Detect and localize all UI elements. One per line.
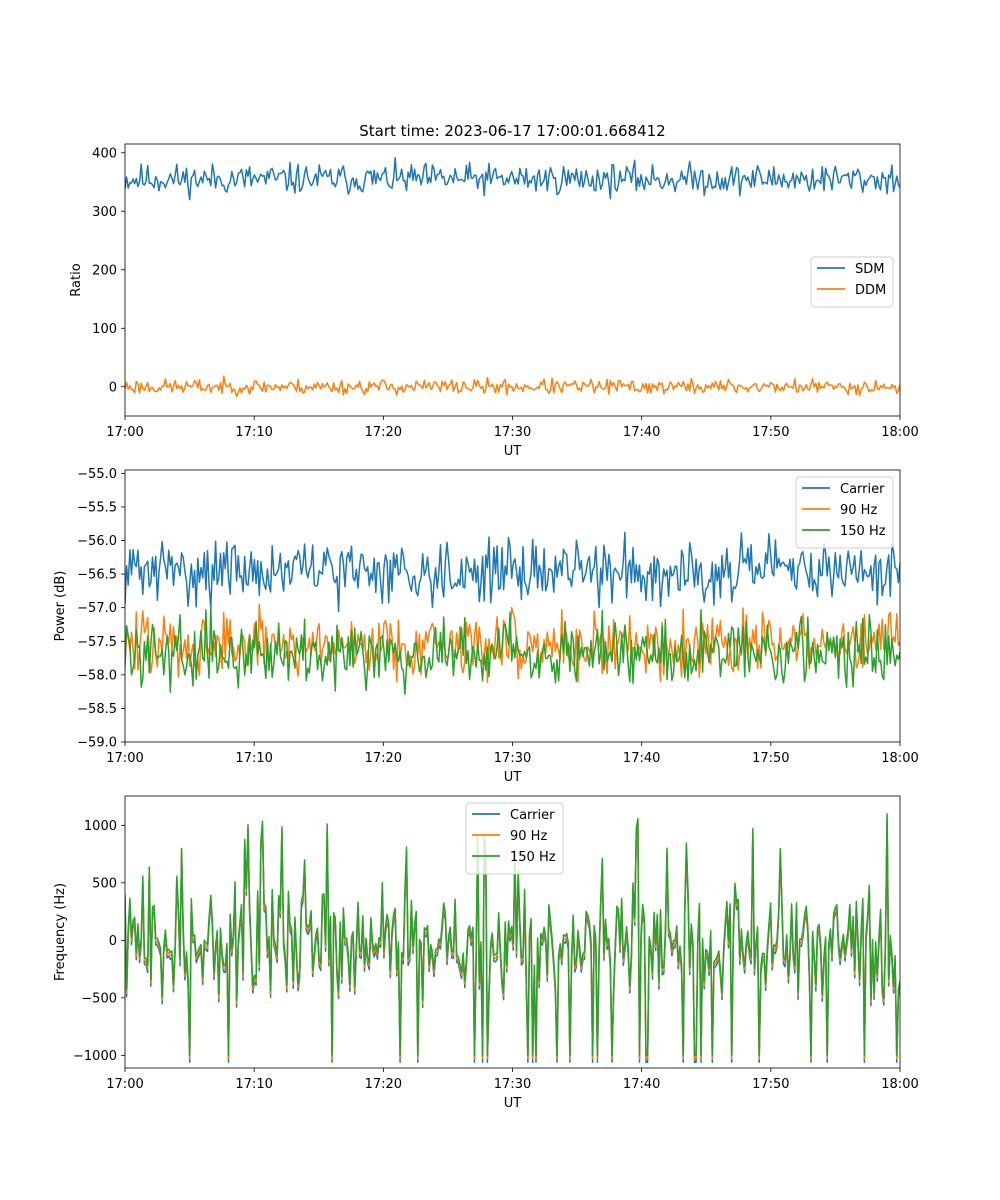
x-tick-label: 17:30: [494, 425, 531, 440]
y-tick-label: −56.5: [77, 568, 117, 583]
x-tick-label: 17:40: [623, 1077, 660, 1092]
x-tick-label: 18:00: [881, 751, 918, 766]
y-tick-label: −59.0: [77, 736, 117, 751]
axes-frame: [124, 469, 901, 743]
x-tick-label: 17:30: [494, 1077, 531, 1092]
x-tick-label: 17:20: [365, 751, 402, 766]
y-axis-label: Ratio: [69, 263, 84, 296]
legend-label: 150 Hz: [840, 524, 886, 539]
y-tick-label: 0: [109, 934, 117, 949]
y-tick-label: −1000: [73, 1049, 117, 1064]
x-axis-label: UT: [504, 770, 522, 785]
x-tick-label: 17:30: [494, 751, 531, 766]
x-tick-label: 17:20: [365, 1077, 402, 1092]
legend-label: 90 Hz: [510, 829, 547, 844]
legend: SDM DDM: [810, 256, 894, 308]
y-tick-label: −58.5: [77, 702, 117, 717]
x-tick-label: 17:50: [752, 425, 789, 440]
legend-box: [810, 256, 894, 308]
y-tick-label: −500: [81, 991, 117, 1006]
y-tick-label: −55.0: [77, 467, 117, 482]
y-tick-label: 0: [109, 380, 117, 395]
y-tick-label: −56.0: [77, 534, 117, 549]
y-tick-label: 400: [92, 146, 117, 161]
legend: Carrier 90 Hz 150 Hz: [795, 476, 894, 549]
x-tick-label: 18:00: [881, 425, 918, 440]
legend-label: DDM: [855, 283, 886, 298]
legend-label: 90 Hz: [840, 503, 877, 518]
chart-panel-2: 17:00 17:10 17:20 17:30 17:40 17:50 18:00 UT −59…: [53, 467, 919, 785]
y-tick-label: −57.0: [77, 601, 117, 616]
series-line-sdm: [125, 156, 900, 201]
series-group: [125, 531, 900, 695]
x-tick-label: 17:10: [235, 751, 272, 766]
series-group: [125, 813, 900, 1063]
series-line-carrier: [125, 531, 900, 613]
x-tick-label: 17:00: [106, 751, 143, 766]
legend-label: Carrier: [510, 808, 555, 823]
series-line-90-hz: [125, 603, 900, 684]
chart-panel-3: 17:00 17:10 17:20 17:30 17:40 17:50 18:00 UT −10…: [53, 795, 919, 1111]
y-tick-label: 100: [92, 322, 117, 337]
y-tick-label: −55.5: [77, 500, 117, 515]
legend-label: SDM: [855, 262, 884, 277]
x-tick-label: 18:00: [881, 1077, 918, 1092]
legend-label: Carrier: [840, 482, 885, 497]
x-tick-label: 17:40: [623, 425, 660, 440]
y-axis-label: Frequency (Hz): [53, 883, 68, 981]
series-line-ddm: [125, 375, 900, 398]
x-axis-label: UT: [504, 444, 522, 459]
axes-frame: [124, 143, 901, 417]
x-tick-label: 17:10: [235, 1077, 272, 1092]
x-tick-label: 17:00: [106, 1077, 143, 1092]
x-axis-label: UT: [504, 1096, 522, 1111]
figure-title: Start time: 2023-06-17 17:00:01.668412: [359, 122, 665, 140]
y-tick-label: 500: [92, 876, 117, 891]
x-tick-label: 17:40: [623, 751, 660, 766]
series-line-150-hz: [125, 605, 900, 695]
y-tick-label: −57.5: [77, 635, 117, 650]
chart-panel-1: 17:00 17:10 17:20 17:30 17:40 17:50 18:00 UT 0 10…: [69, 143, 919, 459]
legend-label: 150 Hz: [510, 850, 556, 865]
y-tick-label: 200: [92, 263, 117, 278]
y-axis-label: Power (dB): [53, 571, 68, 642]
x-tick-label: 17:00: [106, 425, 143, 440]
x-tick-label: 17:10: [235, 425, 272, 440]
x-tick-label: 17:50: [752, 751, 789, 766]
legend: Carrier 90 Hz 150 Hz: [465, 802, 564, 875]
series-line-150-hz: [125, 813, 900, 1057]
series-group: [125, 156, 900, 398]
x-tick-label: 17:50: [752, 1077, 789, 1092]
y-tick-label: 1000: [84, 819, 117, 834]
y-tick-label: −58.0: [77, 668, 117, 683]
x-tick-label: 17:20: [365, 425, 402, 440]
y-tick-label: 300: [92, 205, 117, 220]
